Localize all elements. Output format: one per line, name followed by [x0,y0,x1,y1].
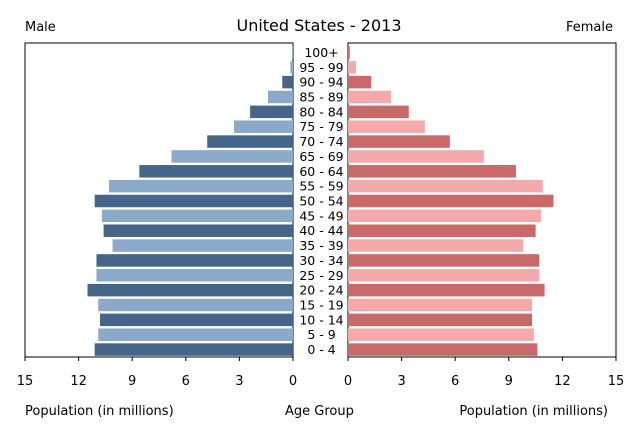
x-tick-label: 6 [451,374,459,389]
male-bar-55-59 [108,179,294,193]
male-bar-30-34 [96,254,293,267]
x-tick-label: 3 [397,374,405,389]
age-group-label: 70 - 74 [299,134,343,149]
x-axis-label-center: Age Group [285,404,354,419]
age-group-label: 95 - 99 [299,60,343,75]
x-tick-label: 15 [608,374,625,389]
female-bar-20-24 [348,283,545,297]
male-bar-95-99 [290,61,293,74]
female-bar-95-99 [348,61,357,74]
male-x-axis: 15 12 9 6 3 0 [17,357,297,389]
male-bar-10-14 [100,313,293,327]
male-bar-45-49 [101,209,294,223]
x-tick-label: 15 [17,374,34,389]
age-group-label: 60 - 64 [299,164,343,179]
x-tick-label: 3 [235,374,243,389]
age-group-label: 40 - 44 [299,223,343,238]
male-bar-65-69 [171,150,293,163]
female-bar-0-4 [348,343,538,356]
male-bar-100+ [292,46,293,59]
x-tick-label: 0 [289,374,297,389]
age-group-label: 15 - 19 [299,298,343,313]
female-label: Female [565,20,613,35]
x-tick-label: 9 [505,374,513,389]
male-bar-25-29 [96,269,293,282]
x-tick-label: 9 [128,374,136,389]
age-group-label: 50 - 54 [299,194,343,209]
male-bar-50-54 [94,194,294,208]
male-bar-90-94 [282,75,293,89]
male-bar-85-89 [267,90,293,104]
age-group-label: 75 - 79 [299,119,343,134]
x-tick-label: 0 [344,374,352,389]
male-bar-60-64 [139,165,293,178]
x-tick-label: 12 [554,374,571,389]
female-bar-10-14 [348,313,533,327]
age-group-label: 90 - 94 [299,75,343,90]
female-bar-75-79 [348,120,425,133]
male-bar-0-4 [94,343,294,356]
female-bar-80-84 [348,105,409,119]
male-bar-35-39 [112,239,294,252]
female-bar-55-59 [348,179,543,193]
x-axis-label-left: Population (in millions) [25,404,174,419]
male-bar-20-24 [87,283,294,297]
female-bar-45-49 [348,209,541,223]
x-axis-label-right: Population (in millions) [459,404,608,419]
age-group-label: 65 - 69 [299,149,343,164]
x-tick-label: 12 [70,374,87,389]
age-group-label: 10 - 14 [299,312,343,327]
male-bars [87,46,294,356]
age-group-label: 35 - 39 [299,238,343,253]
female-bar-100+ [348,46,350,59]
age-group-label: 100+ [304,45,338,60]
female-bar-25-29 [348,269,540,282]
female-bar-35-39 [348,239,524,252]
female-bar-70-74 [348,135,450,148]
male-bar-40-44 [103,224,293,237]
female-bar-85-89 [348,90,391,104]
female-bar-50-54 [348,194,554,208]
age-group-label: 45 - 49 [299,208,343,223]
female-bar-15-19 [348,298,533,312]
age-group-label: 85 - 89 [299,90,343,105]
age-group-label: 80 - 84 [299,104,343,119]
x-tick-label: 6 [182,374,190,389]
age-group-label: 55 - 59 [299,179,343,194]
male-label: Male [25,20,56,35]
age-group-label: 5 - 9 [307,327,335,342]
female-x-axis: 15 12 9 6 3 0 [344,357,624,389]
female-bar-65-69 [348,150,484,163]
age-group-label: 30 - 34 [299,253,343,268]
female-bars [348,46,554,356]
age-group-label: 25 - 29 [299,268,343,283]
age-group-label: 0 - 4 [307,342,335,357]
female-bar-60-64 [348,165,516,178]
female-bar-5-9 [348,328,534,341]
male-bar-75-79 [234,120,293,133]
male-bar-70-74 [207,135,293,148]
female-bar-30-34 [348,254,540,267]
female-bar-90-94 [348,75,372,89]
male-bar-15-19 [98,298,294,312]
male-bar-80-84 [250,105,293,119]
male-bar-5-9 [98,328,294,341]
age-group-label: 20 - 24 [299,283,343,298]
chart-title: United States - 2013 [236,16,402,35]
female-bar-40-44 [348,224,536,237]
